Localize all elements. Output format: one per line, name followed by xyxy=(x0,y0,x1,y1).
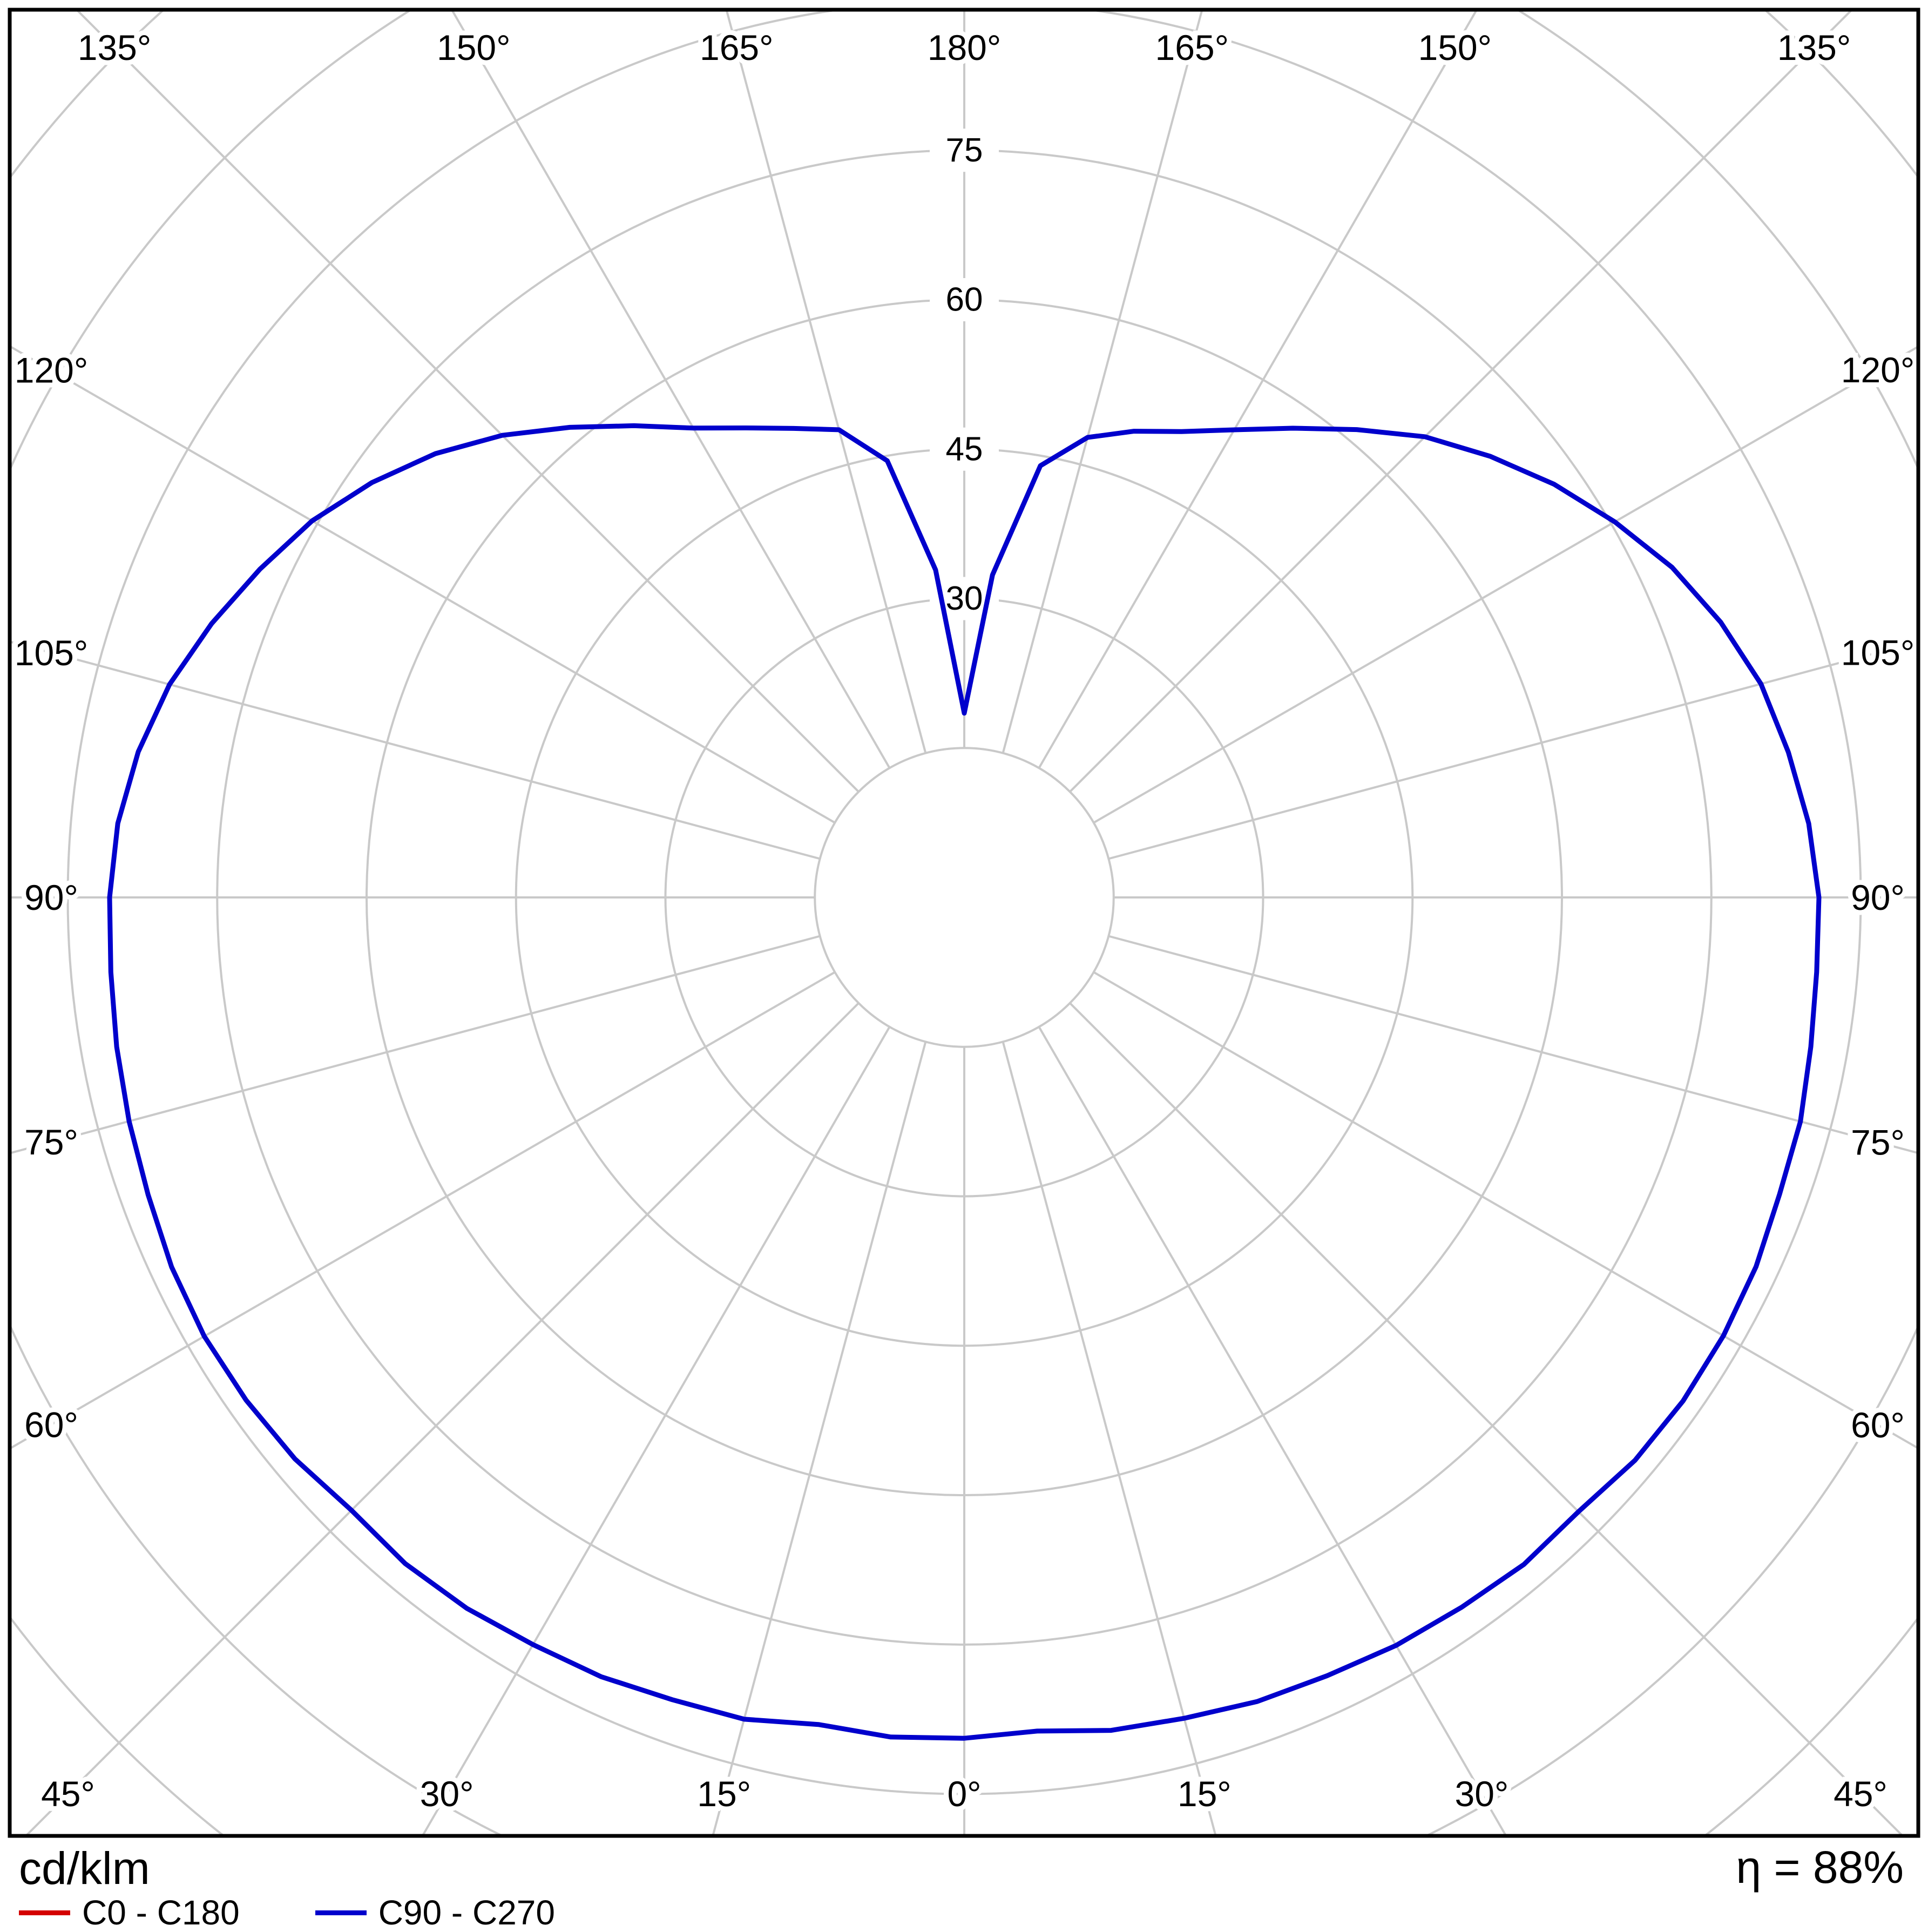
angle-tick-label: 30° xyxy=(420,1774,474,1814)
polar-grid-spoke xyxy=(10,971,836,1450)
polar-grid-spoke xyxy=(450,10,891,769)
polar-grid-spoke xyxy=(1093,971,1918,1450)
radial-tick-label: 45 xyxy=(946,430,983,468)
angle-tick-label: 45° xyxy=(1834,1774,1888,1814)
angle-tick-label: 75° xyxy=(24,1122,78,1162)
intensity-curve-c90-c270 xyxy=(107,423,1822,1741)
angle-tick-label: 30° xyxy=(1455,1774,1508,1814)
angle-tick-label: 90° xyxy=(1851,877,1905,917)
polar-grid-spoke xyxy=(421,1026,891,1836)
polar-grid-spoke xyxy=(1038,1026,1507,1836)
polar-grid-spoke xyxy=(10,640,821,860)
angle-tick-label: 15° xyxy=(697,1774,751,1814)
angle-tick-label: 0° xyxy=(947,1774,981,1814)
angle-tick-label: 120° xyxy=(1841,350,1915,390)
radial-tick-label: 75 xyxy=(946,132,983,169)
angle-tick-label: 105° xyxy=(1841,633,1915,673)
chart-footer: cd/klm η = 88% C0 - C180 C90 - C270 xyxy=(0,1837,1928,1930)
radial-label-backdrop xyxy=(930,427,999,471)
radial-tick-label: 60 xyxy=(946,281,983,319)
legend-item-c90-c270: C90 - C270 xyxy=(315,1895,555,1930)
angle-tick-label: 165° xyxy=(1155,28,1229,67)
angle-tick-label: 150° xyxy=(437,28,511,67)
angle-tick-label: 75° xyxy=(1851,1122,1905,1162)
radial-label-backdrop xyxy=(930,129,999,172)
radial-label-backdrop xyxy=(930,278,999,321)
angle-tick-label: 180° xyxy=(928,28,1002,67)
angle-tick-label: 45° xyxy=(41,1774,95,1814)
legend: C0 - C180 C90 - C270 xyxy=(19,1895,631,1930)
angle-tick-label: 135° xyxy=(78,28,152,67)
polar-grid-spoke xyxy=(712,1041,927,1836)
angle-tick-label: 135° xyxy=(1777,28,1851,67)
angle-tick-label: 120° xyxy=(15,350,89,390)
legend-item-c0-c180: C0 - C180 xyxy=(19,1895,240,1930)
angle-tick-label: 90° xyxy=(24,877,78,917)
legend-swatch-c90-c270 xyxy=(315,1910,367,1915)
polar-grid-circle xyxy=(814,747,1115,1048)
radial-tick-label: 30 xyxy=(946,580,983,617)
polar-grid-spoke xyxy=(725,10,927,754)
angle-tick-label: 60° xyxy=(1851,1405,1905,1445)
polar-grid-spoke xyxy=(1002,1041,1217,1836)
plot-frame xyxy=(8,8,1920,1838)
angle-tick-label: 150° xyxy=(1418,28,1492,67)
polar-grid-spoke xyxy=(1108,935,1918,1154)
polar-grid-spoke xyxy=(24,1002,860,1836)
legend-label-c90-c270: C90 - C270 xyxy=(378,1893,555,1932)
polar-grid-spoke xyxy=(75,10,860,793)
angle-tick-label: 15° xyxy=(1178,1774,1232,1814)
polar-grid-spoke xyxy=(1108,640,1918,860)
angle-tick-label: 165° xyxy=(700,28,774,67)
polar-grid-spoke xyxy=(1002,10,1203,754)
polar-grid-spoke xyxy=(1069,1002,1904,1836)
legend-swatch-c0-c180 xyxy=(19,1910,70,1915)
polar-grid-spoke xyxy=(1069,10,1853,793)
polar-grid-spoke xyxy=(1093,345,1918,824)
polar-grid-spoke xyxy=(1038,10,1478,769)
polar-grid-spoke xyxy=(10,344,836,824)
polar-grid-spoke xyxy=(10,935,821,1154)
angle-tick-label: 105° xyxy=(15,633,89,673)
angle-tick-label: 60° xyxy=(24,1404,78,1444)
efficiency-label: η = 88% xyxy=(1736,1842,1904,1893)
units-label: cd/klm xyxy=(19,1843,150,1894)
legend-label-c0-c180: C0 - C180 xyxy=(82,1893,240,1932)
